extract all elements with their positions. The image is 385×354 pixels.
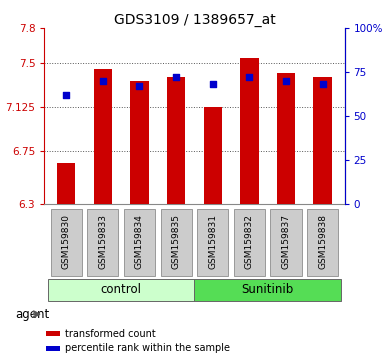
Bar [167, 78, 185, 204]
Bar [204, 107, 222, 204]
Text: GSM159831: GSM159831 [208, 213, 217, 269]
Point [283, 78, 289, 84]
Text: control: control [101, 283, 142, 296]
Bar [240, 57, 258, 204]
FancyBboxPatch shape [197, 209, 228, 276]
Bar [131, 81, 149, 204]
Text: Sunitinib: Sunitinib [241, 283, 294, 296]
Title: GDS3109 / 1389657_at: GDS3109 / 1389657_at [114, 13, 275, 27]
Bar [46, 346, 60, 351]
FancyBboxPatch shape [270, 209, 301, 276]
FancyBboxPatch shape [234, 209, 265, 276]
Bar [57, 162, 75, 204]
Text: GSM159833: GSM159833 [99, 213, 107, 269]
Text: GSM159838: GSM159838 [318, 213, 327, 269]
Text: agent: agent [15, 308, 50, 321]
Text: GSM159835: GSM159835 [172, 213, 181, 269]
FancyBboxPatch shape [124, 209, 155, 276]
Bar [313, 78, 332, 204]
Bar [46, 331, 60, 336]
Text: GSM159834: GSM159834 [135, 213, 144, 269]
Point [320, 81, 326, 87]
Text: percentile rank within the sample: percentile rank within the sample [65, 343, 231, 353]
Point [63, 92, 69, 98]
Bar [277, 73, 295, 204]
Text: GSM159830: GSM159830 [62, 213, 71, 269]
Point [100, 78, 106, 84]
Text: GSM159832: GSM159832 [245, 213, 254, 269]
FancyBboxPatch shape [48, 279, 194, 302]
Text: transformed count: transformed count [65, 329, 156, 339]
Point [246, 75, 253, 80]
Text: GSM159837: GSM159837 [281, 213, 290, 269]
FancyBboxPatch shape [161, 209, 192, 276]
Point [210, 81, 216, 87]
Bar [94, 69, 112, 204]
FancyBboxPatch shape [87, 209, 119, 276]
FancyBboxPatch shape [307, 209, 338, 276]
FancyBboxPatch shape [51, 209, 82, 276]
Point [136, 83, 142, 89]
FancyBboxPatch shape [194, 279, 341, 302]
Point [173, 75, 179, 80]
